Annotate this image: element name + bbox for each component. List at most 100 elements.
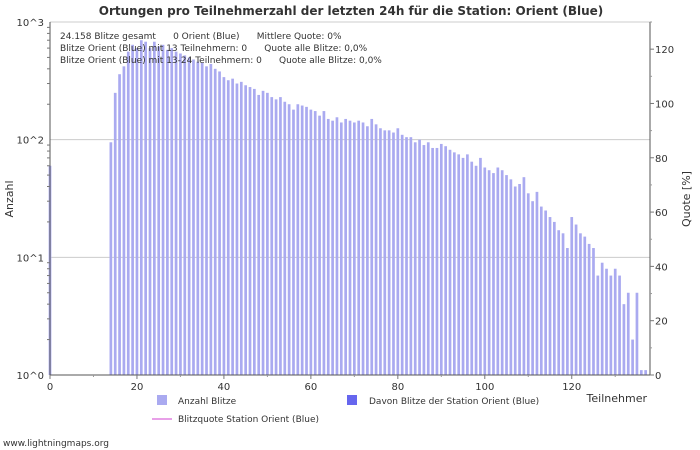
legend-swatch-station [347, 395, 357, 405]
y2-axis-ticks: 0 20 40 60 80 100 120 [650, 21, 674, 382]
stats-annotation: 24.158 Blitze gesamt 0 Orient (Blue) Mit… [60, 32, 382, 66]
bar [153, 41, 156, 375]
bar [579, 233, 582, 375]
y2-tick-label: 40 [655, 262, 668, 273]
bar [366, 126, 369, 375]
bar [531, 201, 534, 375]
bar [583, 236, 587, 375]
bar [418, 139, 421, 375]
bar [348, 120, 352, 375]
bar [605, 268, 608, 375]
bar [170, 48, 174, 376]
bar [161, 44, 165, 376]
annotation-line: Blitze Orient (Blue) mit 13-24 Teilnehme… [60, 56, 382, 66]
bar [435, 147, 439, 375]
y2-axis-label: Quote [%] [680, 171, 693, 227]
bar [618, 275, 621, 375]
annotation-line: 24.158 Blitze gesamt 0 Orient (Blue) Mit… [60, 32, 342, 42]
bar [266, 92, 269, 375]
bar [635, 292, 639, 375]
bar [187, 57, 191, 375]
bar [500, 170, 504, 375]
bar [157, 46, 161, 375]
bar [370, 118, 374, 375]
bar [344, 118, 347, 375]
bar [274, 99, 278, 375]
bar [474, 165, 478, 375]
bar [135, 48, 139, 376]
bar [587, 243, 591, 375]
bar [261, 90, 265, 375]
bar [353, 122, 356, 376]
bar [496, 167, 500, 375]
bar [213, 68, 217, 375]
legend-label-anzahl: Anzahl Blitze [178, 397, 237, 407]
bar [296, 104, 300, 375]
bar [518, 183, 521, 375]
bar [248, 87, 252, 375]
bar [126, 51, 130, 375]
bar [339, 122, 343, 376]
bar [513, 186, 517, 375]
bar [457, 154, 461, 375]
legend: Anzahl Blitze Davon Blitze der Station O… [152, 395, 539, 425]
bar [205, 66, 208, 376]
bar [196, 61, 200, 376]
bar [192, 59, 195, 375]
bar [439, 143, 443, 375]
bar [535, 191, 539, 375]
bar [479, 157, 482, 375]
bar [413, 142, 417, 375]
y-tick-label: 10^2 [17, 136, 44, 147]
bar [639, 370, 643, 375]
y-axis-ticks: 10^0 10^1 10^2 10^3 [17, 18, 50, 382]
x-tick-label: 100 [475, 382, 494, 393]
bar [257, 94, 261, 376]
x-tick-label: 120 [562, 382, 581, 393]
bar [444, 146, 447, 375]
y2-tick-label: 120 [655, 45, 674, 56]
y-tick-label: 10^3 [17, 18, 44, 29]
bar [226, 80, 230, 375]
bar [461, 157, 465, 375]
bar [539, 206, 543, 375]
bar [448, 149, 452, 375]
y2-tick-label: 100 [655, 99, 674, 110]
bar [270, 97, 274, 375]
bar [313, 111, 317, 376]
x-tick-label: 20 [131, 382, 144, 393]
bar [174, 51, 178, 375]
x-axis-ticks: 0 20 40 60 80 100 120 [47, 375, 616, 393]
y2-tick-label: 60 [655, 208, 668, 219]
y-tick-label: 10^0 [17, 371, 44, 382]
bar [505, 175, 508, 375]
bar [318, 115, 321, 375]
bar [122, 66, 126, 376]
bar [235, 83, 239, 376]
bar [148, 48, 152, 376]
bar [183, 55, 187, 376]
bar [392, 132, 395, 375]
bar [361, 122, 365, 376]
bar [179, 53, 182, 375]
bar [387, 130, 391, 375]
bar [596, 275, 600, 375]
y-tick-label: 10^1 [17, 253, 44, 264]
x-axis-label: Teilnehmer [586, 392, 648, 405]
bar [357, 120, 361, 375]
y2-tick-label: 80 [655, 154, 668, 165]
bar [483, 167, 487, 375]
axes [49, 22, 651, 376]
bar [239, 81, 243, 375]
bar [383, 130, 387, 375]
bar [222, 77, 226, 376]
bar [570, 217, 574, 375]
bar [622, 304, 626, 375]
bar [544, 210, 547, 375]
bar [557, 230, 561, 375]
bar [522, 177, 526, 375]
bar [561, 233, 565, 375]
bar [492, 173, 495, 375]
bar [118, 74, 121, 375]
